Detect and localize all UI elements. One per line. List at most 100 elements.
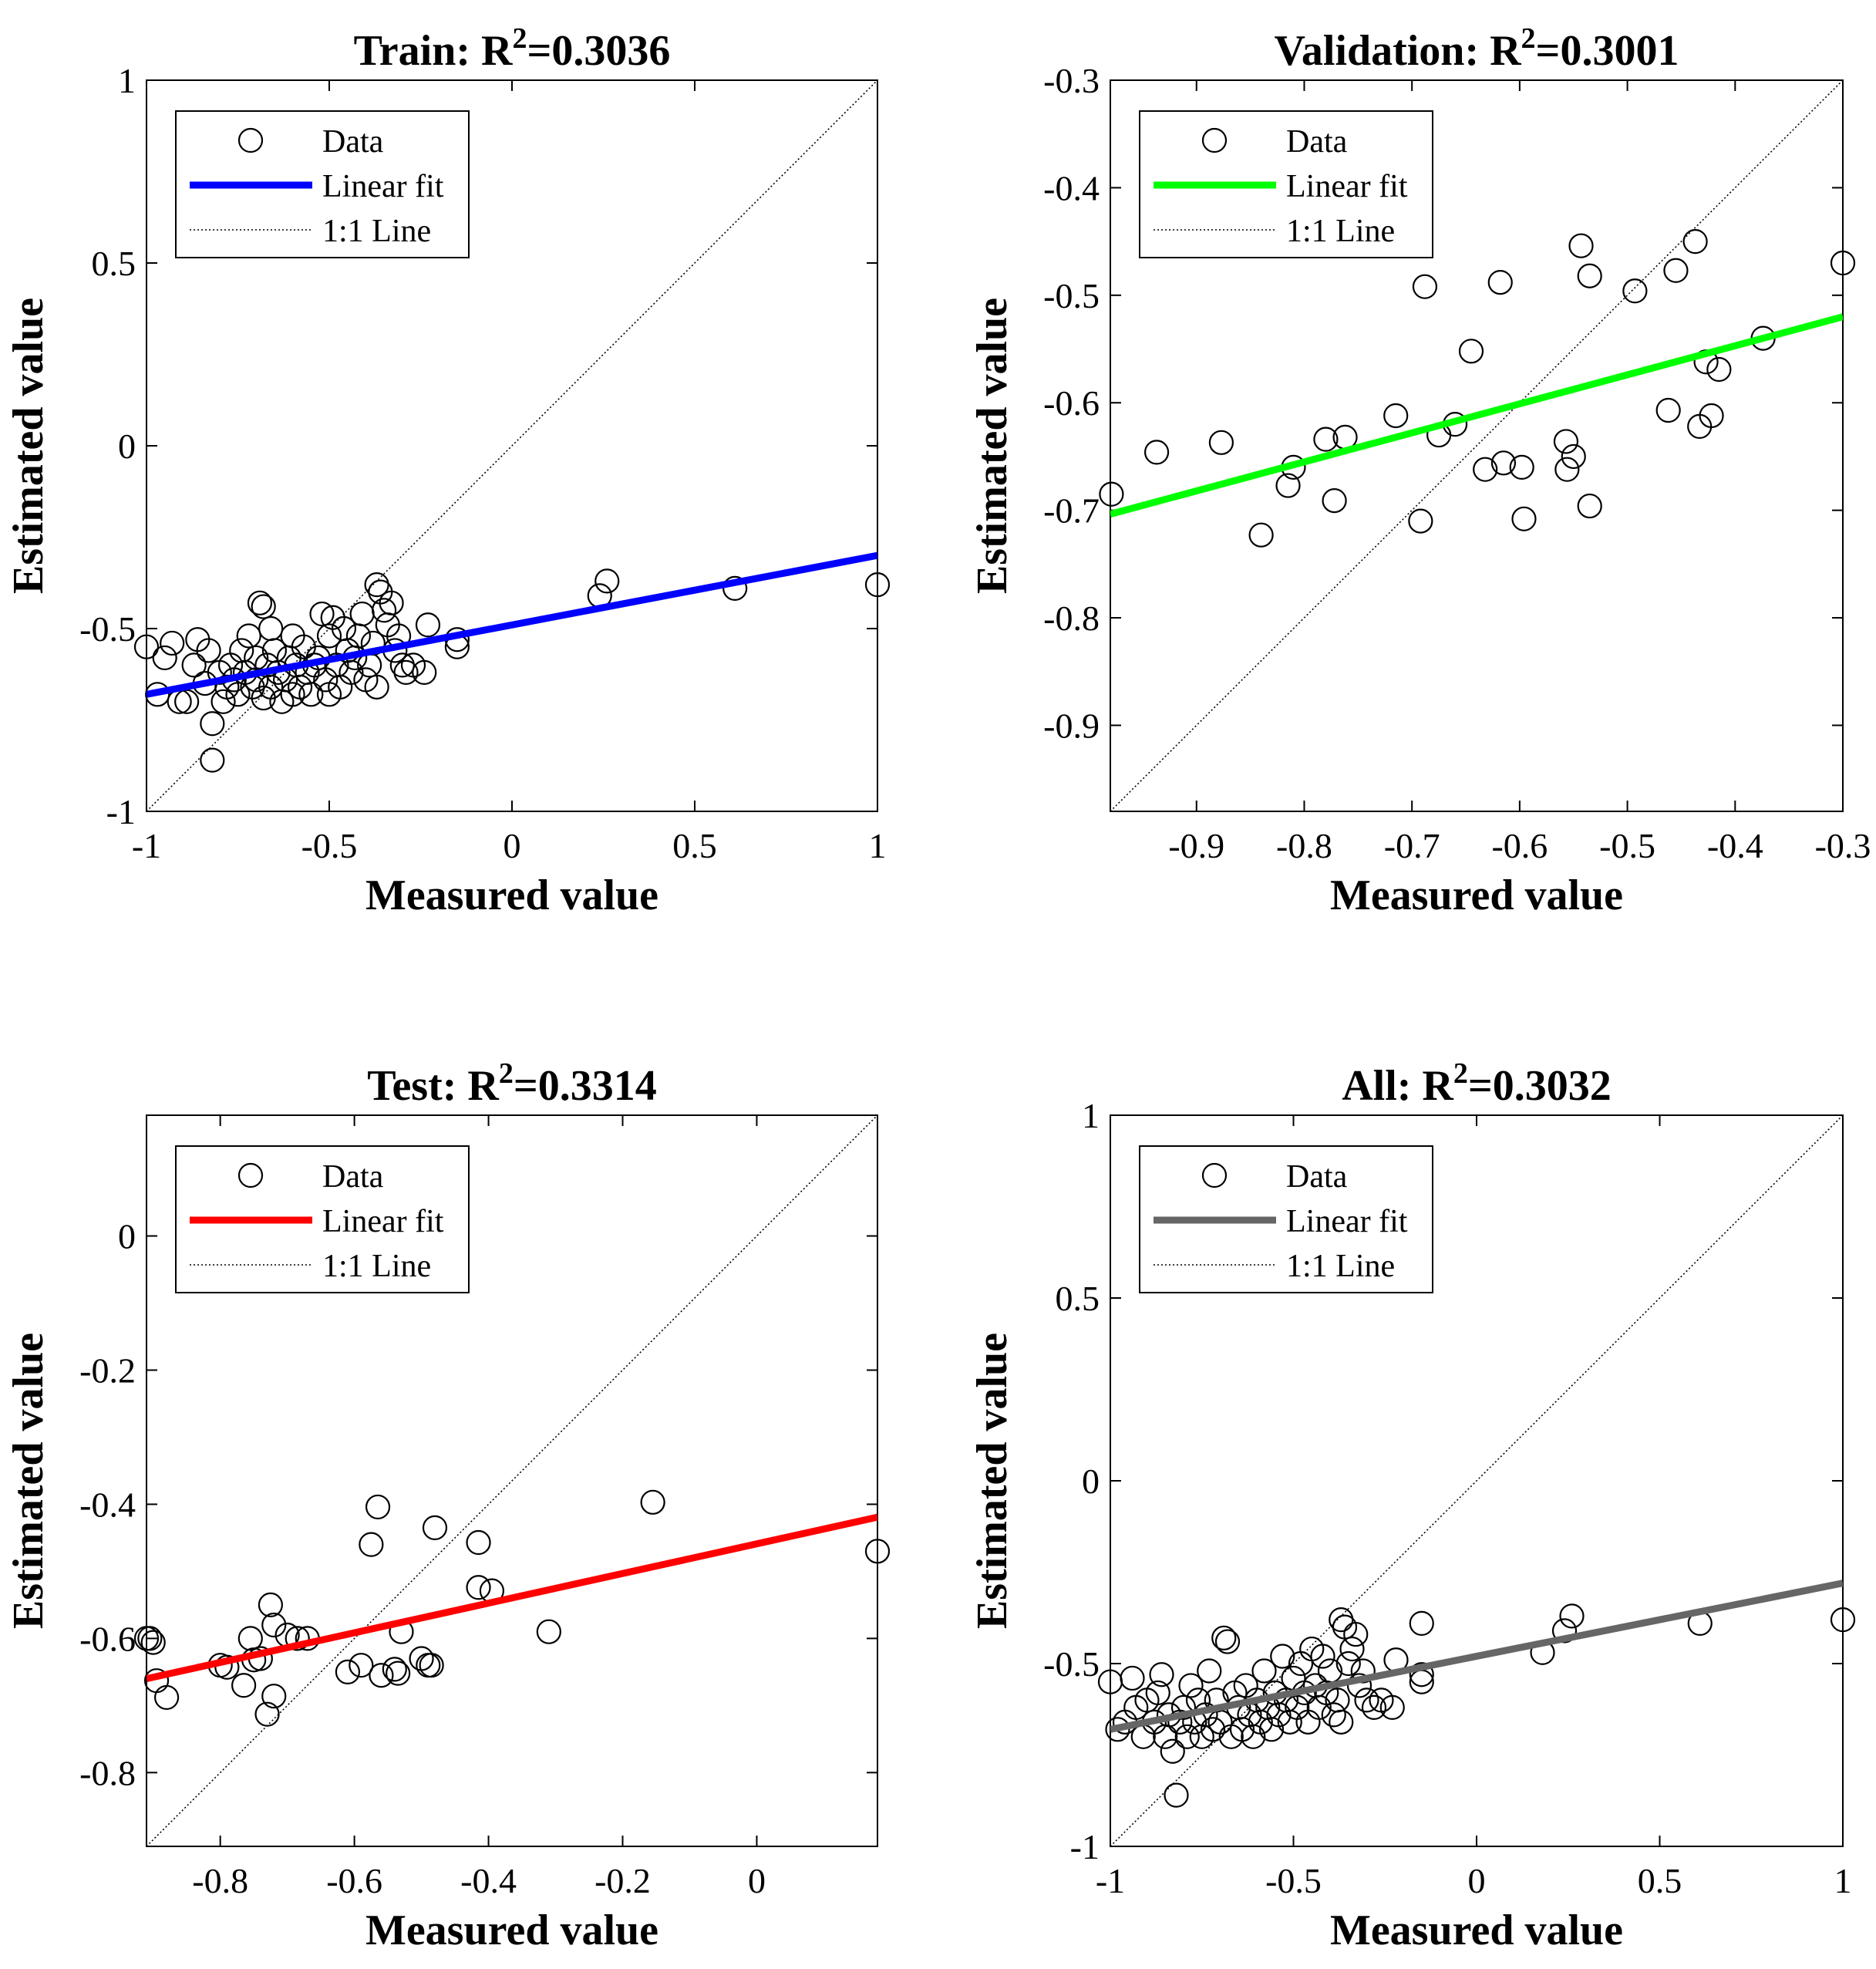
test-data-point [466,1575,491,1600]
test-fit-line [147,1513,877,1683]
all-title-main: All: R [1342,1062,1453,1110]
all-data-point [1339,1636,1365,1662]
validation-data-point [1554,457,1580,482]
all-data-point [1200,1717,1226,1742]
test-xtick-label: -0.8 [192,1861,248,1900]
all-data-point [1211,1625,1237,1650]
test-data-point [864,1539,891,1564]
all-ytick-label: 1 [1082,1096,1100,1135]
train-data-point [236,623,261,649]
all-data-point [1354,1687,1379,1713]
validation-data-point [1706,356,1732,383]
train-data-point [298,682,324,707]
validation-legend-label: Linear fit [1286,169,1408,204]
all-data-point [1409,1662,1434,1687]
validation-data-point [1383,403,1409,429]
train-data-point [200,747,225,773]
test-data-point [359,1532,384,1557]
train-ytick-label: 0 [118,427,136,466]
validation-fit-line [1110,313,1843,518]
validation-ytick-label: -0.9 [1043,706,1100,745]
validation-ytick-label: -0.4 [1043,168,1100,207]
all-data-point [1164,1782,1189,1808]
test-title: Test: R2=0.3314 [367,1057,657,1110]
all-xlabel: Measured value [1330,1907,1623,1954]
all-data-point [1321,1702,1346,1728]
test-data-point [261,1612,287,1638]
all-data-point [1120,1665,1145,1691]
train-title: Train: R2=0.3036 [354,22,671,75]
validation-xtick-label: -0.4 [1707,826,1763,865]
train-data-point [160,630,185,656]
validation-one-to-one-line [1110,80,1843,811]
validation-data-point [1577,263,1602,288]
validation-data-point [1412,274,1438,299]
train-data-point [211,689,236,714]
validation-ytick-label: -0.6 [1043,383,1100,423]
test-data-point [536,1619,561,1644]
train-xtick-label: 0.5 [672,826,717,865]
train-data-point [280,682,305,707]
validation-data-point [1663,258,1689,283]
train-data-point [247,590,273,615]
validation-data-point [1313,427,1339,452]
test-xtick-label: -0.2 [594,1861,651,1900]
train-data-point [309,601,335,627]
all-legend-marker [1201,1162,1228,1188]
all-data-point [1167,1709,1193,1735]
all-data-point [1830,1607,1856,1633]
all-data-point [1277,1709,1302,1735]
test-xtick-label: 0 [748,1861,766,1900]
train-ylabel: Estimated value [5,298,52,594]
all-data-point [1559,1603,1585,1629]
validation-data-point [1511,506,1537,531]
validation-ytick-label: -0.5 [1043,276,1100,315]
train-legend-label: Data [322,124,384,160]
train-data-point [594,568,620,594]
train-data-point [200,711,225,737]
train-xlabel: Measured value [365,872,658,919]
test-xtick-label: -0.4 [460,1861,517,1900]
all-xtick-label: 0 [1468,1861,1486,1900]
test-plot: -0.8 -0.6 -0.4 -0.2 0 -0.8 -0.6 -0.4 -0.2 0 Test: … [5,1057,891,1954]
train-data-point [364,674,389,700]
validation-legend-label: 1:1 Line [1286,214,1395,249]
all-title-sup: 2 [1453,1057,1468,1090]
test-data-point [231,1673,257,1698]
test-ylabel: Estimated value [5,1333,52,1629]
validation-title-value: =0.3001 [1536,27,1679,75]
train-data-point [379,590,404,615]
test-data-point [153,1684,180,1711]
validation-data-point [1322,487,1347,514]
train-data-point [145,682,170,707]
all-data-point [1241,1724,1266,1749]
validation-data-point [1208,430,1234,455]
train-data-point [412,659,437,685]
all-xtick-label: -0.5 [1265,1861,1322,1900]
all-data-point [1409,1610,1434,1636]
validation-data-point [1248,522,1274,548]
test-data-point [419,1653,444,1678]
validation-ylabel: Estimated value [968,298,1016,594]
train-plot: -1 -0.5 0 0.5 1 -1 -0.5 0 0.5 1 Train: R2=0.3036 Me… [5,22,891,919]
test-legend-label: 1:1 Line [322,1249,431,1284]
all-data-point [1306,1694,1332,1720]
train-ytick-label: -0.5 [79,609,136,649]
all-data-point [1178,1673,1204,1698]
test-data-point [349,1653,374,1678]
all-data-point [1197,1658,1222,1684]
validation-data-point [1458,339,1484,364]
train-data-point [415,612,441,638]
validation-data-point [1473,457,1498,482]
train-title-main: Train: R [354,27,513,75]
validation-data-point [1487,269,1513,295]
train-one-to-one-line [147,80,877,811]
validation-data-point [1568,233,1594,258]
validation-data-point [1490,450,1517,476]
validation-legend: Data Linear fit 1:1 Line [1139,110,1433,258]
train-data-point [251,594,276,619]
all-data-point [1145,1680,1170,1706]
all-data-point [1310,1644,1335,1669]
test-data-point [258,1592,283,1617]
